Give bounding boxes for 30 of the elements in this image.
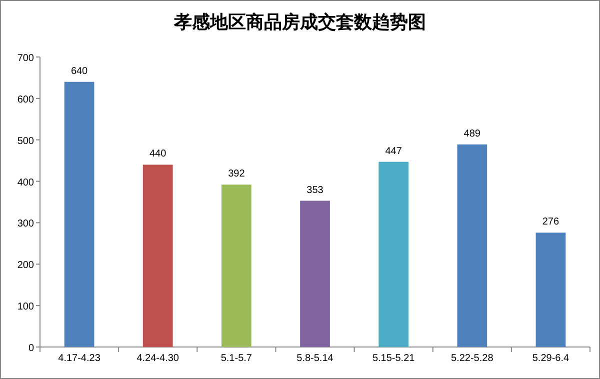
bar xyxy=(536,232,566,347)
chart-title: 孝感地区商品房成交套数趋势图 xyxy=(173,12,426,32)
y-tick-label: 0 xyxy=(28,343,34,354)
y-tick-label: 400 xyxy=(17,177,34,188)
data-label: 276 xyxy=(542,216,560,228)
y-tick-label: 100 xyxy=(17,302,34,313)
x-tick-label: 4.24-4.30 xyxy=(136,353,180,364)
bar xyxy=(457,144,488,347)
x-tick-label: 5.8-5.14 xyxy=(296,353,334,364)
bar xyxy=(222,184,252,347)
y-tick-label: 300 xyxy=(17,218,34,230)
bar xyxy=(64,82,94,347)
bar xyxy=(300,200,330,347)
data-label: 640 xyxy=(70,66,88,77)
x-tick-label: 5.1-5.7 xyxy=(220,353,252,364)
x-tick-label: 5.29-6.4 xyxy=(532,353,570,364)
data-label: 489 xyxy=(464,128,481,140)
x-tick-label: 5.22-5.28 xyxy=(451,353,494,364)
y-tick-label: 200 xyxy=(17,260,34,272)
data-label: 440 xyxy=(150,148,167,160)
y-tick-label: 500 xyxy=(17,136,34,147)
y-tick-label: 600 xyxy=(17,94,34,106)
x-tick-label: 4.17-4.23 xyxy=(58,353,101,364)
data-label: 447 xyxy=(385,146,402,157)
bar xyxy=(378,162,408,347)
x-tick-label: 5.15-5.21 xyxy=(372,353,416,364)
data-label: 353 xyxy=(306,184,324,196)
bar xyxy=(142,164,173,347)
data-label: 392 xyxy=(228,168,246,180)
y-tick-label: 700 xyxy=(17,53,34,64)
